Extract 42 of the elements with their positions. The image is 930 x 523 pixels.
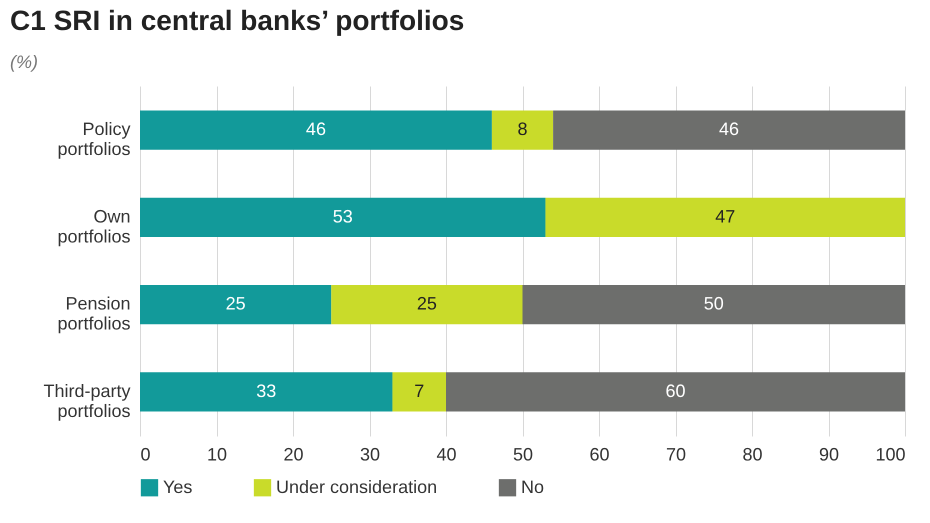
data-label: 60 xyxy=(665,380,686,401)
bar xyxy=(392,372,446,412)
y-tick-label: Third-party portfolios xyxy=(43,380,130,421)
data-label: 53 xyxy=(332,206,353,226)
legend-label: Under consideration xyxy=(276,476,438,497)
x-tick-label: 50 xyxy=(512,444,534,464)
data-label: 33 xyxy=(256,380,276,401)
bar xyxy=(331,285,522,324)
y-tick-label: Own portfolios xyxy=(57,206,130,246)
x-tick-label: 20 xyxy=(283,444,304,464)
x-tick-label: 30 xyxy=(360,444,380,464)
bar xyxy=(492,110,554,150)
data-label: 7 xyxy=(414,380,424,401)
bar xyxy=(446,372,905,412)
legend-label: Yes xyxy=(163,476,192,497)
y-tick-label: Policy portfolios xyxy=(57,119,130,160)
bar xyxy=(140,110,492,150)
x-tick-label: 90 xyxy=(818,444,840,464)
legend-label: No xyxy=(521,476,544,497)
data-label: 8 xyxy=(517,119,528,140)
x-tick-label: 0 xyxy=(140,444,151,464)
bar xyxy=(522,285,905,324)
x-tick-label: 80 xyxy=(742,444,763,464)
data-label: 25 xyxy=(416,294,437,314)
x-tick-label: 10 xyxy=(206,444,228,464)
bar xyxy=(553,110,905,150)
x-tick-label: 40 xyxy=(436,444,457,464)
x-tick-label: 100 xyxy=(875,444,906,464)
data-label: 25 xyxy=(226,294,246,314)
data-label: 47 xyxy=(715,206,736,226)
data-label: 50 xyxy=(704,294,724,314)
chart-subtitle: (%) xyxy=(10,52,38,72)
chart-title: C1 SRI in central banks’ portfolios xyxy=(10,5,464,36)
x-tick-label: 60 xyxy=(589,444,610,464)
bar xyxy=(545,198,905,237)
x-tick-label: 70 xyxy=(666,444,686,464)
bar xyxy=(140,372,392,412)
bar xyxy=(140,198,546,237)
data-label: 46 xyxy=(719,119,740,140)
y-tick-label: Pension portfolios xyxy=(57,294,130,334)
bar xyxy=(140,285,332,324)
data-label: 46 xyxy=(306,119,326,140)
